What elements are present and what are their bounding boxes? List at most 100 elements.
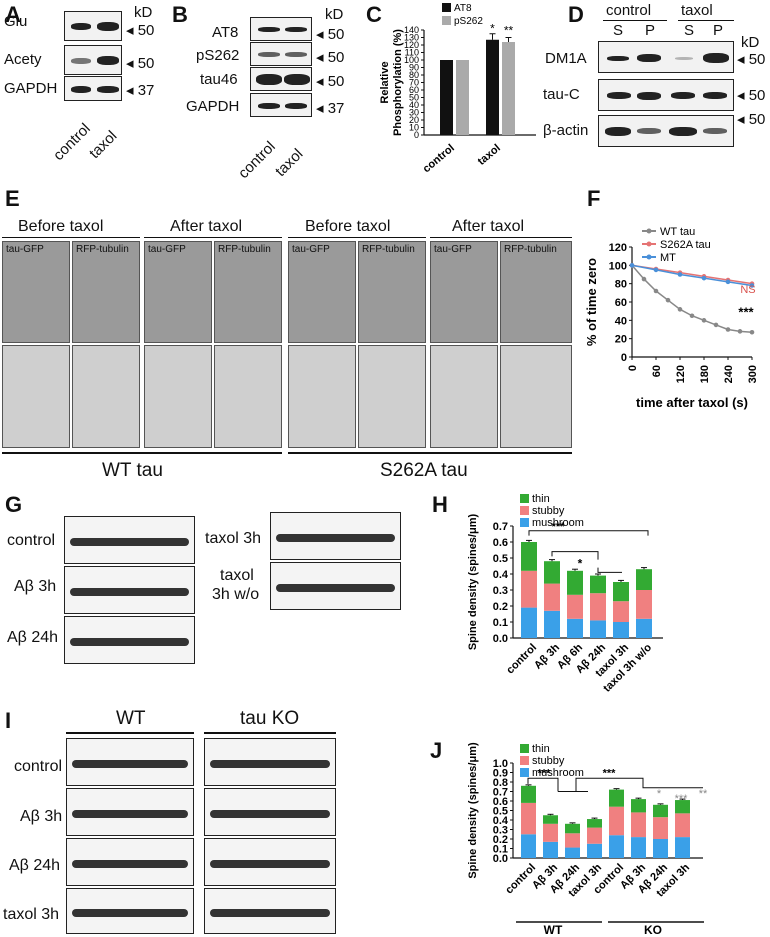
bar-stubby-2 [565, 833, 580, 848]
blot-tau46 [250, 67, 312, 91]
y-tick-label: 0.6 [493, 796, 508, 808]
bar-stubby-6 [653, 817, 668, 839]
bar-stubby-0 [521, 570, 537, 608]
dendrite-i-wt-taxol3h [66, 888, 194, 934]
kd-unit-b: kD [325, 6, 344, 23]
bar-mushroom-0 [521, 607, 537, 638]
y-tick-label: 0.1 [493, 617, 508, 629]
blot-tauc [598, 79, 734, 111]
bar-thin-1 [543, 815, 558, 824]
y-tick-label: 0.0 [493, 633, 508, 645]
micrograph-e-3: tau-GFP [144, 241, 212, 343]
x-axis-title: time after taxol (s) [636, 395, 748, 410]
legend-label-mushroom: mushroom [532, 767, 584, 779]
bar-mushroom-5 [631, 837, 646, 858]
bar-thin-2 [565, 823, 580, 834]
y-axis-title: Spine density (spines/μm) [467, 742, 479, 879]
micrograph-e-7: tau-GFP [430, 241, 498, 343]
y-tick-label: 0.4 [493, 569, 509, 581]
bar-mushroom-4 [609, 835, 624, 858]
y-tick-label: 20 [409, 115, 419, 125]
annotation: ** [504, 24, 514, 38]
divider-e-1 [2, 237, 140, 238]
y-axis-title: % of time zero [584, 258, 599, 346]
panel-label-c: C [366, 2, 382, 27]
bar-stubby-7 [675, 813, 690, 838]
legend-swatch-thin [520, 744, 529, 753]
chart-f: 0 20 40 60 80 100 120 0 60 120 180 240 300 WT tauS262… [584, 226, 759, 410]
zoom-e-4 [214, 345, 282, 448]
bar-mushroom-7 [675, 837, 690, 858]
bar-stubby-4 [613, 601, 629, 622]
kd-a-1: ◂ 50 [126, 22, 155, 39]
row-label-g-control: control [7, 532, 56, 549]
bar-stubby-2 [567, 594, 583, 619]
row-label-tau46: tau46 [200, 71, 238, 88]
bar-mushroom-5 [636, 618, 652, 638]
kd-b-2: ◂ 50 [316, 49, 345, 66]
legend-label-S262A tau: S262A tau [660, 239, 711, 251]
zoom-e-2 [72, 345, 140, 448]
legend-label-pS262: pS262 [454, 16, 483, 27]
point-MT [677, 272, 683, 277]
blot-acety [64, 45, 122, 75]
point-WT tau [725, 327, 731, 332]
line-S262A tau [631, 264, 753, 285]
row-label-i-taxol3h: taxol 3h [3, 906, 60, 923]
legend-swatch-mushroom [520, 518, 529, 527]
divider-e-wt [2, 452, 282, 454]
bar-mushroom-2 [567, 618, 583, 638]
y-tick-label: 90 [409, 63, 419, 73]
bar-stubby-1 [544, 583, 560, 611]
point-MT [725, 279, 731, 285]
row-label-ps262: pS262 [196, 47, 240, 64]
y-axis-title: Phosphorylation (%) [392, 29, 404, 136]
bracket [575, 777, 703, 792]
row-label-bactin: β-actin [543, 122, 589, 139]
point-WT tau [737, 329, 743, 334]
legend-marker-S262A tau [646, 241, 652, 247]
y-tick-label: 140 [404, 25, 419, 35]
blot-gapdh-b [250, 93, 312, 117]
y-tick-label: 40 [615, 315, 627, 327]
divider-e-3 [288, 237, 426, 238]
micrograph-e-5: tau-GFP [288, 241, 356, 343]
bar-mushroom-6 [653, 839, 668, 858]
legend-label-AT8: AT8 [454, 3, 472, 14]
legend-swatch-thin [520, 494, 529, 503]
zoom-e-8 [500, 345, 572, 448]
y-tick-label: 100 [404, 55, 419, 65]
x-tick-label-taxol: taxol [476, 142, 503, 168]
micrograph-e-1: tau-GFP [2, 241, 70, 343]
x-tick-label: 0 [627, 365, 639, 371]
dendrite-g-ab3h [64, 566, 195, 614]
y-tick-label: 40 [409, 100, 419, 110]
bar-thin-4 [609, 789, 624, 807]
point-WT tau [701, 318, 707, 323]
y-tick-label: 10 [409, 123, 419, 133]
bar-thin-5 [631, 799, 646, 813]
panel-label-f: F [587, 186, 601, 211]
y-tick-label: 0.3 [493, 585, 508, 597]
y-tick-label: 0.7 [493, 787, 508, 799]
annotation-ns: NS [740, 284, 755, 296]
panel-label-g: G [5, 492, 23, 517]
y-tick-label: 120 [609, 242, 627, 254]
x-tick-label-control: control [421, 142, 457, 175]
legend-label-thin: thin [532, 493, 550, 505]
annotation-sig: *** [738, 305, 754, 320]
group-e-4: After taxol [452, 218, 525, 235]
annotation: *** [538, 767, 552, 779]
bar-stubby-5 [631, 812, 646, 838]
row-label-gapdh: GAPDH [4, 80, 58, 97]
bar-mushroom-1 [543, 841, 558, 858]
y-tick-label: 20 [615, 334, 627, 346]
group-e-2: After taxol [170, 218, 243, 235]
bar-thin-7 [675, 800, 690, 814]
annotation: *** [675, 793, 689, 805]
group-d-control: control [606, 2, 652, 19]
legend-marker-MT [646, 254, 652, 260]
panel-label-b: B [172, 2, 188, 27]
dendrite-g-control [64, 516, 195, 564]
